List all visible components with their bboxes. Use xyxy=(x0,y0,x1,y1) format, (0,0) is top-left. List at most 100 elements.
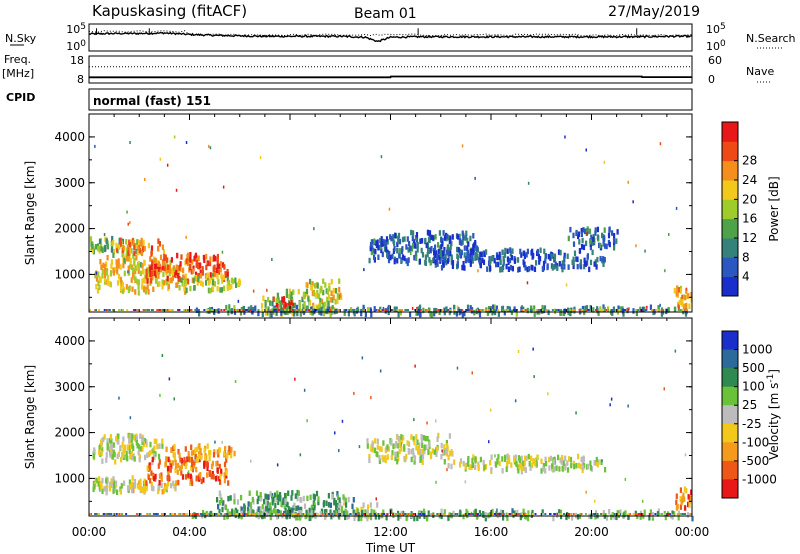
power-cell xyxy=(238,278,241,284)
power-cell xyxy=(373,238,376,244)
power-cell xyxy=(97,271,100,277)
power-cell xyxy=(483,251,486,258)
power-cell xyxy=(141,278,144,284)
power-cell xyxy=(493,304,496,310)
power-cell xyxy=(322,310,326,317)
velocity-cell xyxy=(433,449,436,455)
power-cell xyxy=(197,263,200,270)
velocity-cell xyxy=(143,438,146,444)
velocity-cell xyxy=(346,510,349,516)
power-cell xyxy=(196,259,199,266)
power-cell xyxy=(128,269,131,276)
power-cell xyxy=(440,265,444,271)
power-cell xyxy=(277,309,280,311)
velocity-cell xyxy=(280,501,283,508)
power-cell xyxy=(301,296,304,303)
power-cell xyxy=(563,256,566,262)
velocity-cell xyxy=(98,513,100,515)
power-cell xyxy=(279,305,282,311)
power-cell xyxy=(499,255,502,261)
power-cell xyxy=(438,230,441,236)
power-cell xyxy=(612,238,616,244)
power-cell xyxy=(219,267,222,273)
velocity-cell xyxy=(366,438,369,444)
velocity-cell xyxy=(215,513,218,515)
power-cell xyxy=(555,309,558,311)
velocity-cell xyxy=(196,457,199,463)
velocity-cell xyxy=(218,447,222,453)
power-cell xyxy=(438,309,441,311)
power-cell xyxy=(115,247,119,253)
velocity-cell xyxy=(459,462,462,468)
velocity-cell xyxy=(169,459,172,466)
power-cell xyxy=(466,245,469,251)
power-cell xyxy=(481,251,484,258)
power-cell xyxy=(416,242,419,248)
velocity-cell xyxy=(180,465,183,472)
power-cell xyxy=(460,309,462,311)
power-cell xyxy=(316,305,319,311)
power-cell xyxy=(182,267,185,274)
velocity-cell xyxy=(298,507,301,513)
velocity-cell xyxy=(360,515,363,521)
velocity-cell xyxy=(249,508,252,514)
velocity-cell xyxy=(198,456,201,463)
power-cell xyxy=(173,135,176,139)
power-cell xyxy=(183,285,186,292)
power-cell xyxy=(208,144,210,148)
power-cell xyxy=(122,309,124,311)
power-cell xyxy=(446,249,449,256)
power-cell xyxy=(507,306,511,312)
velocity-cbar-swatch xyxy=(722,423,738,443)
velocity-cell xyxy=(421,453,425,460)
power-cell xyxy=(576,263,579,270)
velocity-cell xyxy=(261,513,264,515)
velocity-cell xyxy=(149,441,152,448)
power-cell xyxy=(269,300,272,306)
velocity-cell xyxy=(442,450,445,456)
power-cell xyxy=(303,293,306,299)
power-cell xyxy=(118,309,121,311)
power-cell xyxy=(144,309,147,311)
power-cell xyxy=(335,288,338,294)
power-cell xyxy=(444,253,447,260)
power-cell xyxy=(391,253,394,260)
power-cell xyxy=(382,306,385,310)
power-cell xyxy=(541,305,544,311)
power-cell xyxy=(539,255,542,262)
power-cell xyxy=(414,309,417,311)
velocity-cell xyxy=(191,466,194,473)
velocity-cell xyxy=(651,515,654,521)
power-cell xyxy=(320,306,323,313)
power-cell xyxy=(594,259,597,265)
power-cell xyxy=(458,233,461,240)
power-cell xyxy=(547,253,550,260)
power-cell xyxy=(503,252,507,258)
velocity-cell xyxy=(464,480,467,484)
power-cell xyxy=(112,249,115,255)
velocity-cell xyxy=(312,493,315,500)
power-cell xyxy=(446,244,449,250)
power-cell xyxy=(455,311,458,317)
power-cell xyxy=(518,266,521,272)
velocity-cell xyxy=(351,503,354,510)
power-cell xyxy=(519,248,522,255)
power-cell xyxy=(221,278,224,284)
velocity-cell xyxy=(523,460,526,467)
power-cell xyxy=(146,309,149,311)
velocity-cell xyxy=(220,468,223,475)
velocity-cell xyxy=(260,496,263,502)
power-cell xyxy=(675,291,678,297)
velocity-cell xyxy=(216,497,219,503)
power-cell xyxy=(389,254,392,261)
velocity-cell xyxy=(386,513,389,515)
power-cell xyxy=(166,279,169,286)
velocity-bg xyxy=(89,318,692,516)
velocity-cell xyxy=(135,435,138,442)
power-cell xyxy=(632,200,634,204)
power-cell xyxy=(538,259,541,265)
power-cell xyxy=(639,309,641,311)
power-cell xyxy=(132,239,135,246)
velocity-cell xyxy=(179,513,182,515)
velocity-cell xyxy=(92,480,95,487)
